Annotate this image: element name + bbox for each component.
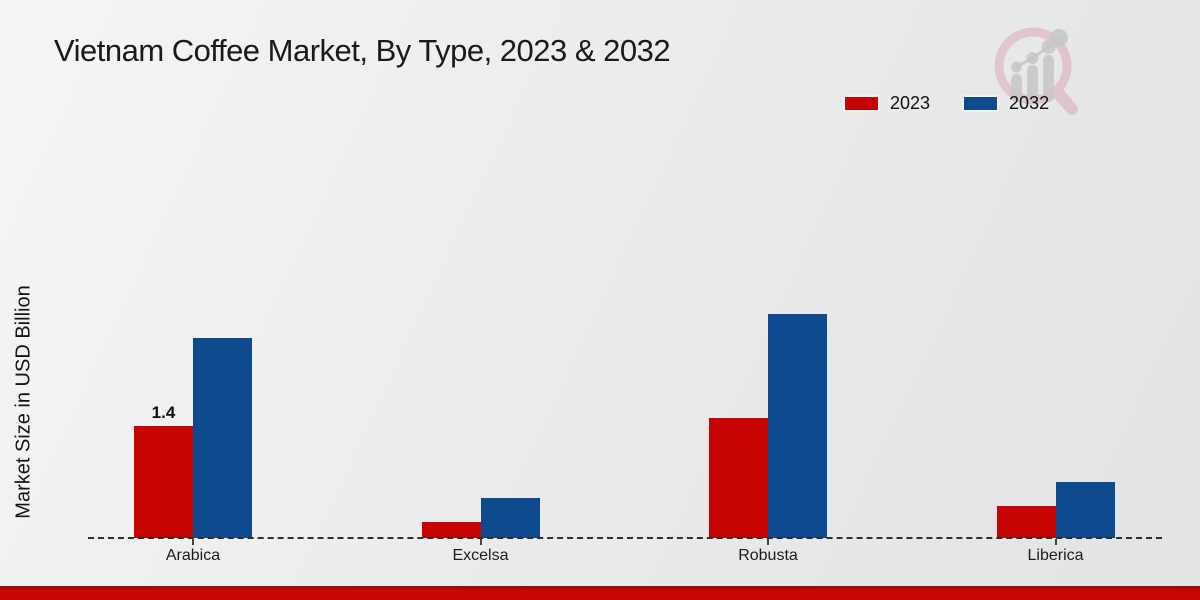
x-axis-baseline — [88, 537, 1162, 539]
watermark-logo — [991, 22, 1081, 116]
x-axis-tick — [1054, 539, 1057, 545]
x-axis-tick — [192, 539, 194, 545]
category-label-arabica: Arabica — [165, 547, 221, 564]
category-label-liberica: Liberica — [1027, 547, 1084, 564]
legend-item-2032: 2032 — [963, 93, 1050, 113]
bar-2032-arabica — [193, 338, 252, 538]
bar-2023-liberica — [996, 506, 1056, 538]
bar-2032-robusta — [768, 314, 827, 538]
legend-swatch-icon — [844, 95, 879, 111]
chart-title: Vietnam Coffee Market, By Type, 2023 & 2… — [54, 33, 671, 68]
footer-accent-bar — [0, 586, 1200, 600]
bar-2023-excelsa — [421, 522, 481, 538]
legend-item-2023: 2023 — [844, 93, 931, 113]
legend-label: 2023 — [890, 93, 931, 113]
category-label-robusta: Robusta — [738, 547, 798, 564]
y-axis-label: Market Size in USD Billion — [12, 285, 35, 519]
x-axis-tick — [767, 539, 769, 545]
bar-2023-robusta — [709, 418, 768, 538]
chart-legend: 2023 2032 — [844, 93, 1050, 113]
legend-label: 2032 — [1009, 93, 1050, 113]
bar-2023-arabica — [134, 426, 193, 538]
bar-2032-excelsa — [480, 498, 540, 538]
magnifier-chart-icon — [994, 27, 1078, 115]
x-axis-tick — [479, 539, 482, 545]
bar-2032-liberica — [1055, 482, 1115, 538]
bar-value-label: 1.4 — [151, 403, 176, 422]
category-label-excelsa: Excelsa — [452, 547, 509, 564]
legend-swatch-icon — [963, 95, 999, 111]
